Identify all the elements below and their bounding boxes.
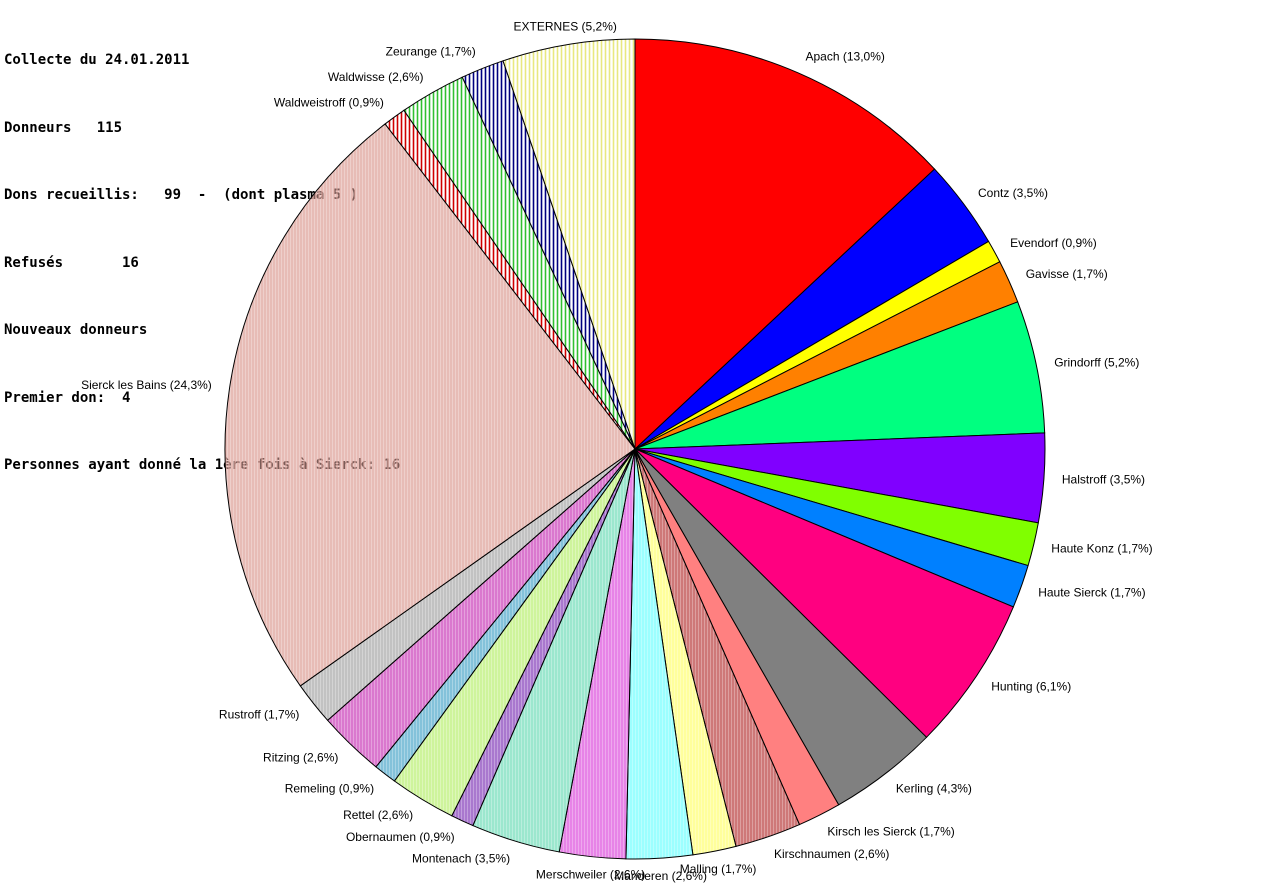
pie-slice-sierck-les-bains [224, 123, 636, 687]
pie-slices [224, 38, 1046, 860]
slice-label: Apach (13,0%) [806, 49, 885, 63]
slice-label: Kirschnaumen (2,6%) [774, 847, 889, 861]
pie-slice-apach [634, 38, 936, 451]
slice-label: Remeling (0,9%) [285, 781, 374, 795]
slice-label: Waldwisse (2,6%) [328, 70, 424, 84]
pie-slice-externes [502, 38, 636, 450]
slice-label: Zeurange (1,7%) [386, 45, 476, 59]
slice-label: Kerling (4,3%) [896, 781, 972, 795]
slice-label: Manderen (2,6%) [614, 869, 707, 883]
slice-label: Sierck les Bains (24,3%) [81, 378, 212, 392]
pie-labels: Apach (13,0%) Contz (3,5%) Evendorf (0,9%)… [81, 20, 1153, 884]
slice-label: EXTERNES (5,2%) [514, 20, 617, 34]
first-donation-count: Premier don: 4 [4, 389, 131, 406]
refused-count: Refusés 16 [4, 254, 139, 271]
slice-label: Kirsch les Sierck (1,7%) [827, 824, 954, 838]
slice-label: Haute Konz (1,7%) [1051, 542, 1152, 556]
slice-label: Ritzing (2,6%) [263, 751, 338, 765]
slice-label: Halstroff (3,5%) [1062, 472, 1145, 486]
new-donors-heading: Nouveaux donneurs [4, 322, 148, 338]
slice-label: Gavisse (1,7%) [1026, 267, 1108, 281]
slice-label: Waldweistroff (0,9%) [274, 95, 384, 109]
slice-label: Hunting (6,1%) [991, 679, 1071, 693]
pie-slice-hunting [634, 448, 1015, 739]
slice-label: Grindorff (5,2%) [1054, 356, 1139, 370]
donors-count: Donneurs 115 [4, 119, 123, 136]
slice-label: Contz (3,5%) [978, 186, 1048, 200]
slice-label: Malling (1,7%) [680, 862, 757, 876]
slice-label: Haute Sierck (1,7%) [1038, 586, 1145, 600]
slice-label: Evendorf (0,9%) [1010, 236, 1097, 250]
slice-label: Rettel (2,6%) [343, 808, 413, 822]
slice-label: Rustroff (1,7%) [219, 708, 299, 722]
slice-label: Merschweiler (2,6%) [536, 868, 645, 882]
collection-date: Collecte du 24.01.2011 [4, 52, 190, 68]
slice-label: Obernaumen (0,9%) [346, 830, 455, 844]
slice-label: Montenach (3,5%) [412, 851, 510, 865]
